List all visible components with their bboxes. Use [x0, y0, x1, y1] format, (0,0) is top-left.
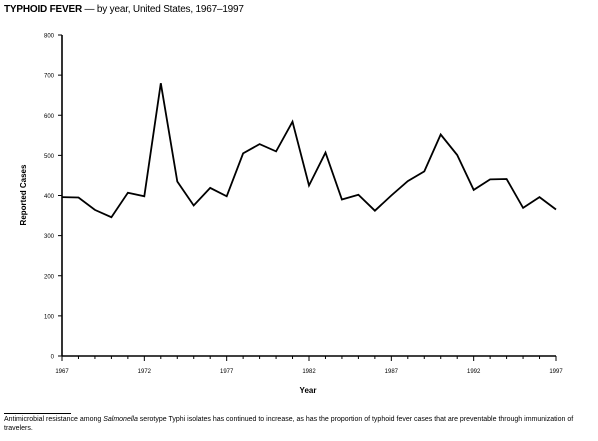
y-tick-label: 0	[51, 355, 55, 361]
x-tick-label: 1967	[55, 369, 69, 375]
data-point	[77, 197, 79, 199]
x-axis-label: Year	[300, 386, 317, 395]
data-point	[160, 82, 162, 84]
data-point	[456, 154, 458, 156]
footnote-text-end: serotype Typhi isolates has continued to…	[4, 416, 574, 432]
chart-title-main: TYPHOID FEVER	[4, 4, 82, 15]
data-point	[324, 152, 326, 154]
data-point	[522, 207, 524, 209]
data-point	[440, 134, 442, 136]
data-point	[275, 150, 277, 152]
x-tick-label: 1992	[467, 369, 481, 375]
x-tick-label: 1997	[549, 369, 563, 375]
data-point	[94, 209, 96, 211]
chart-title-rest: — by year, United States, 1967–1997	[81, 4, 244, 15]
data-point	[506, 178, 508, 180]
y-tick-label: 300	[44, 234, 55, 240]
y-tick-label: 700	[44, 74, 55, 80]
data-point	[341, 199, 343, 201]
plot-area	[61, 82, 557, 219]
footnote-divider	[4, 413, 71, 414]
y-tick-label: 500	[44, 154, 55, 160]
data-point	[555, 209, 557, 211]
data-point	[423, 170, 425, 172]
y-axis: 0 100 200 300 400 500 600 700 800	[44, 34, 63, 361]
y-tick-label: 600	[44, 114, 55, 120]
footnote-text-start: Antimicrobial resistance among	[4, 416, 104, 423]
data-point	[209, 187, 211, 189]
footnote: Antimicrobial resistance among Salmonell…	[4, 416, 596, 433]
data-point	[539, 196, 541, 198]
data-point	[374, 210, 376, 212]
chart-title: TYPHOID FEVER — by year, United States, …	[4, 4, 244, 15]
x-axis: 1967 1972 1977 1982 1987 1992 1997	[55, 355, 563, 375]
y-tick-label: 100	[44, 314, 55, 320]
x-tick-label: 1982	[302, 369, 316, 375]
data-point	[489, 178, 491, 180]
data-point	[110, 216, 112, 218]
data-point	[308, 184, 310, 186]
x-tick-label: 1972	[138, 369, 152, 375]
x-tick-label: 1987	[385, 369, 399, 375]
data-point	[292, 121, 294, 123]
y-tick-label: 800	[44, 34, 55, 40]
data-point	[357, 194, 359, 196]
data-point	[193, 205, 195, 207]
y-axis-label: Reported Cases	[19, 164, 28, 225]
y-tick-label: 400	[44, 194, 55, 200]
data-point	[61, 196, 63, 198]
data-point	[473, 189, 475, 191]
data-point	[259, 143, 261, 145]
data-point	[390, 195, 392, 197]
data-point	[407, 180, 409, 182]
data-point	[242, 152, 244, 154]
data-point	[226, 195, 228, 197]
series-line-reported-cases	[61, 83, 557, 219]
y-tick-label: 200	[44, 274, 55, 280]
x-tick-label: 1977	[220, 369, 234, 375]
data-point	[143, 195, 145, 197]
data-point	[176, 180, 178, 182]
footnote-organism: Salmonella	[103, 416, 138, 423]
data-point	[127, 192, 129, 194]
